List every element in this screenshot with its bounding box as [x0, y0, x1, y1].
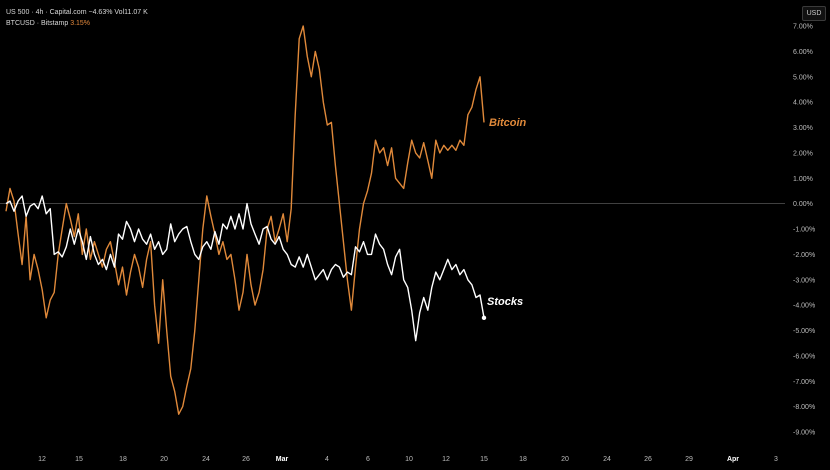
- x-tick-label: 15: [480, 456, 488, 463]
- x-tick-label: 20: [561, 456, 569, 463]
- x-tick-label: 24: [603, 456, 611, 463]
- legend-btc-symbol: BTCUSD · Bitstamp: [6, 20, 69, 27]
- legend-row-spx: US 500 · 4h · Capital.com −4.63% Vol11.0…: [6, 7, 148, 18]
- x-tick-label: 18: [119, 456, 127, 463]
- chart-legend: US 500 · 4h · Capital.com −4.63% Vol11.0…: [6, 7, 148, 29]
- x-tick-label: 4: [325, 456, 329, 463]
- legend-spx-volume: Vol11.07 K: [114, 9, 148, 16]
- legend-spx-change: −4.63%: [88, 9, 113, 16]
- stocks-series-label: Stocks: [487, 296, 523, 308]
- y-tick-label: -2.00%: [793, 252, 815, 259]
- x-tick-label: 15: [75, 456, 83, 463]
- x-tick-label: Apr: [727, 456, 739, 463]
- y-tick-label: 5.00%: [793, 74, 813, 81]
- x-tick-label: 20: [160, 456, 168, 463]
- y-tick-label: 4.00%: [793, 100, 813, 107]
- y-tick-label: 3.00%: [793, 125, 813, 132]
- legend-spx-symbol: US 500 · 4h · Capital.com: [6, 9, 87, 16]
- x-tick-label: 6: [366, 456, 370, 463]
- x-tick-label: 26: [242, 456, 250, 463]
- y-tick-label: -9.00%: [793, 430, 815, 437]
- y-tick-label: -3.00%: [793, 277, 815, 284]
- series-line-stocks: [5, 195, 485, 342]
- y-tick-label: 2.00%: [793, 150, 813, 157]
- x-tick-label: 10: [405, 456, 413, 463]
- x-tick-label: 24: [202, 456, 210, 463]
- y-tick-label: -4.00%: [793, 303, 815, 310]
- legend-btc-change: 3.15%: [70, 20, 91, 27]
- series-line-bitcoin: [5, 25, 485, 415]
- y-tick-label: 1.00%: [793, 176, 813, 183]
- y-tick-label: -1.00%: [793, 227, 815, 234]
- x-tick-label: 3: [774, 456, 778, 463]
- y-tick-label: 6.00%: [793, 49, 813, 56]
- stocks-end-point: [481, 315, 487, 321]
- x-tick-label: 29: [685, 456, 693, 463]
- x-tick-label: 18: [519, 456, 527, 463]
- x-tick-label: Mar: [276, 456, 289, 463]
- y-tick-label: -7.00%: [793, 379, 815, 386]
- y-tick-label: 0.00%: [793, 201, 813, 208]
- x-tick-label: 12: [442, 456, 450, 463]
- legend-row-btc: BTCUSD · Bitstamp 3.15%: [6, 18, 148, 29]
- x-tick-label: 26: [644, 456, 652, 463]
- currency-button[interactable]: USD: [802, 6, 826, 21]
- y-tick-label: -6.00%: [793, 353, 815, 360]
- y-tick-label: 7.00%: [793, 24, 813, 31]
- bitcoin-series-label: Bitcoin: [489, 117, 527, 129]
- y-tick-label: -8.00%: [793, 404, 815, 411]
- y-tick-label: -5.00%: [793, 328, 815, 335]
- x-tick-label: 12: [38, 456, 46, 463]
